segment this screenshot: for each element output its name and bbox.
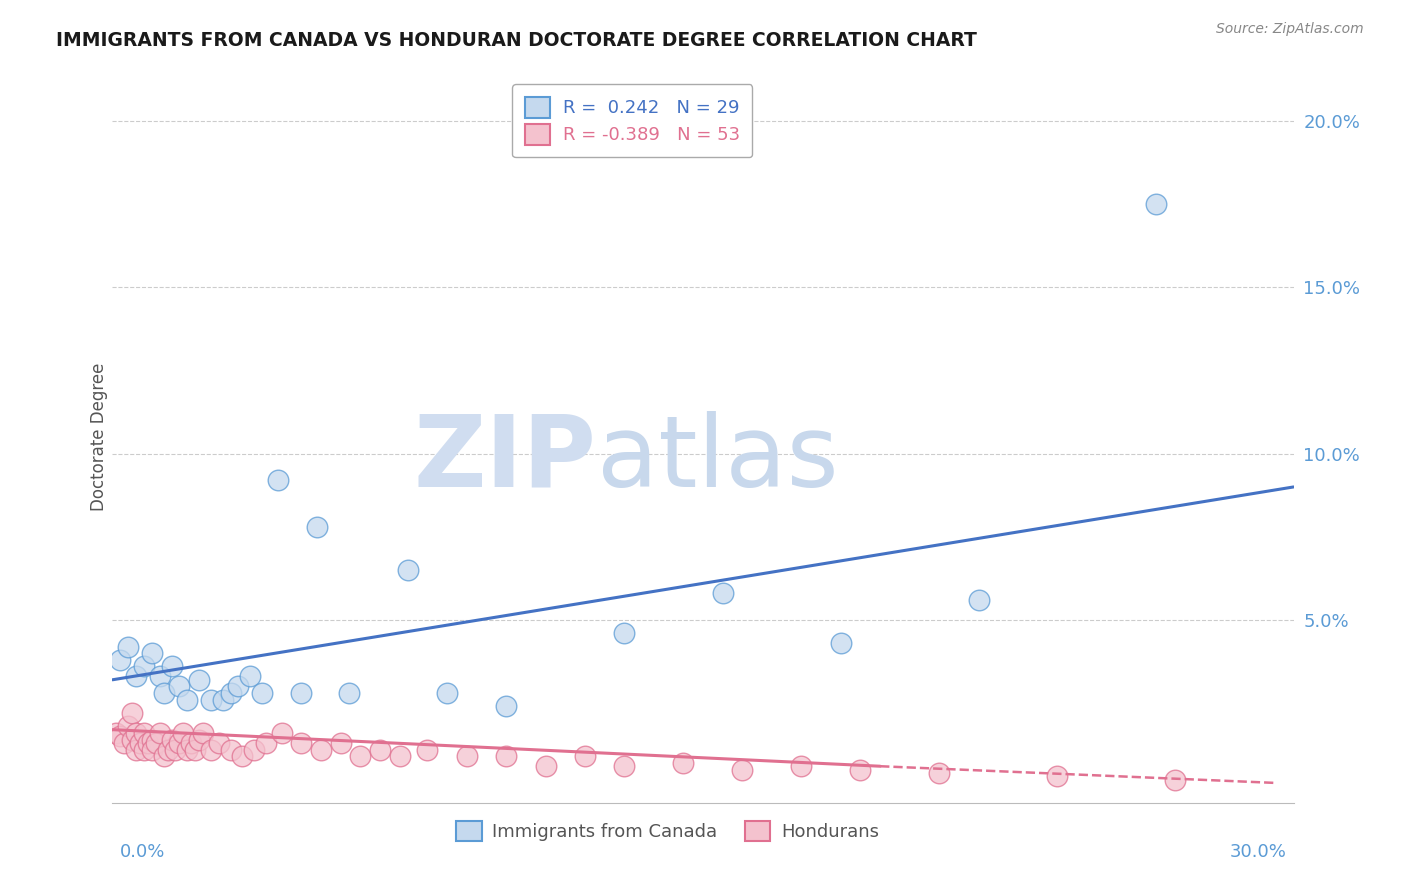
Point: [112, 736, 135, 750]
Point: [208, 736, 231, 750]
Point: [132, 742, 155, 756]
Point: [149, 726, 172, 740]
Point: [290, 686, 312, 700]
Point: [290, 736, 312, 750]
Point: [456, 749, 478, 764]
Point: [165, 742, 187, 756]
Point: [534, 759, 557, 773]
Point: [329, 736, 352, 750]
Point: [136, 736, 159, 750]
Point: [613, 626, 636, 640]
Point: [200, 692, 222, 706]
Point: [270, 726, 292, 740]
Point: [1144, 197, 1167, 211]
Point: [337, 686, 360, 700]
Point: [152, 686, 174, 700]
Point: [436, 686, 458, 700]
Point: [152, 749, 174, 764]
Point: [1164, 772, 1187, 787]
Point: [368, 742, 391, 756]
Point: [396, 563, 419, 577]
Point: [211, 692, 233, 706]
Point: [125, 742, 148, 756]
Point: [188, 673, 211, 687]
Point: [495, 749, 517, 764]
Point: [110, 653, 132, 667]
Point: [149, 669, 172, 683]
Point: [254, 736, 277, 750]
Point: [849, 763, 872, 777]
Point: [141, 732, 163, 747]
Point: [711, 586, 734, 600]
Point: [219, 742, 242, 756]
Point: [349, 749, 371, 764]
Text: 0.0%: 0.0%: [120, 843, 165, 861]
Point: [188, 732, 211, 747]
Point: [416, 742, 439, 756]
Point: [672, 756, 695, 770]
Point: [169, 680, 191, 694]
Text: Source: ZipAtlas.com: Source: ZipAtlas.com: [1216, 22, 1364, 37]
Text: 30.0%: 30.0%: [1230, 843, 1286, 861]
Point: [125, 669, 148, 683]
Point: [967, 593, 990, 607]
Point: [184, 742, 207, 756]
Point: [219, 686, 242, 700]
Point: [105, 726, 128, 740]
Point: [309, 742, 332, 756]
Point: [388, 749, 411, 764]
Point: [169, 736, 191, 750]
Point: [191, 726, 214, 740]
Point: [129, 736, 152, 750]
Point: [928, 765, 950, 780]
Point: [830, 636, 852, 650]
Point: [156, 742, 179, 756]
Text: atlas: atlas: [596, 410, 838, 508]
Point: [117, 719, 139, 733]
Point: [125, 726, 148, 740]
Point: [613, 759, 636, 773]
Point: [307, 520, 329, 534]
Point: [160, 732, 183, 747]
Point: [239, 669, 262, 683]
Y-axis label: Doctorate Degree: Doctorate Degree: [90, 363, 108, 511]
Point: [141, 646, 163, 660]
Point: [574, 749, 596, 764]
Point: [231, 749, 253, 764]
Point: [243, 742, 266, 756]
Point: [132, 726, 155, 740]
Point: [1046, 769, 1069, 783]
Point: [160, 659, 183, 673]
Point: [121, 732, 143, 747]
Point: [121, 706, 143, 720]
Point: [731, 763, 754, 777]
Point: [250, 686, 273, 700]
Point: [176, 742, 198, 756]
Point: [132, 659, 155, 673]
Text: IMMIGRANTS FROM CANADA VS HONDURAN DOCTORATE DEGREE CORRELATION CHART: IMMIGRANTS FROM CANADA VS HONDURAN DOCTO…: [56, 31, 977, 50]
Point: [790, 759, 813, 773]
Point: [172, 726, 194, 740]
Point: [141, 742, 163, 756]
Point: [117, 640, 139, 654]
Point: [145, 736, 167, 750]
Text: ZIP: ZIP: [413, 410, 596, 508]
Point: [176, 692, 198, 706]
Point: [180, 736, 202, 750]
Legend: Immigrants from Canada, Hondurans: Immigrants from Canada, Hondurans: [449, 814, 886, 848]
Point: [200, 742, 222, 756]
Point: [110, 729, 132, 743]
Point: [267, 473, 290, 487]
Point: [495, 699, 517, 714]
Point: [228, 680, 250, 694]
